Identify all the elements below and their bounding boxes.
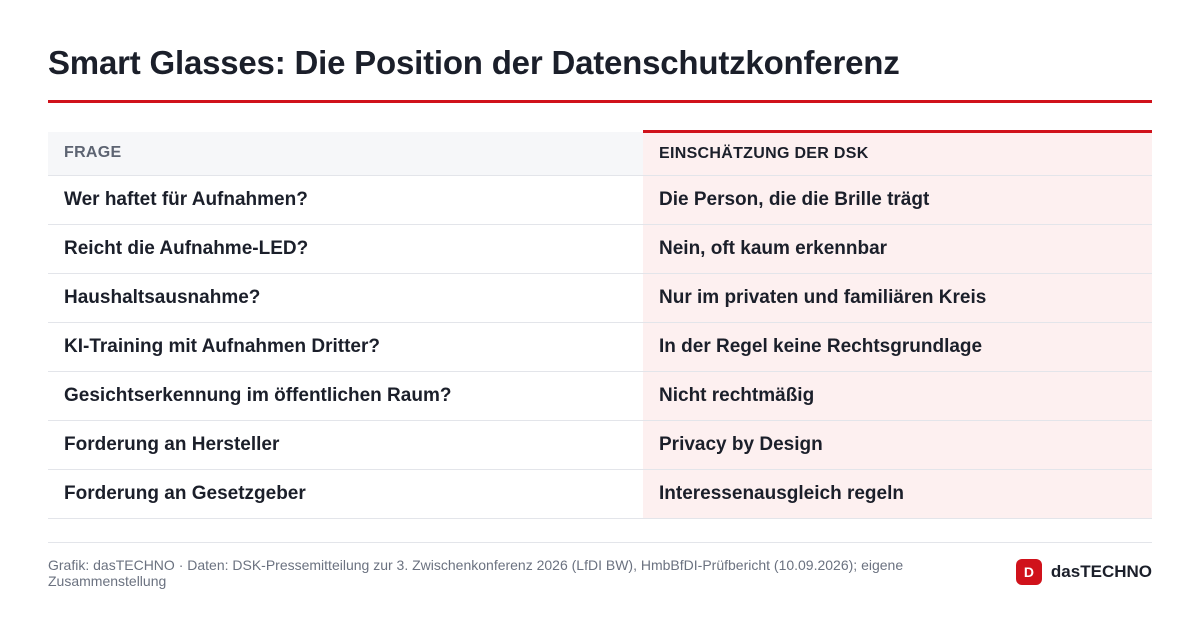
question-cell: KI-Training mit Aufnahmen Dritter?	[48, 322, 643, 372]
assessment-cell: Nein, oft kaum erkennbar	[643, 224, 1152, 274]
assessment-cell: Nicht rechtmäßig	[643, 371, 1152, 421]
table-row: Reicht die Aufnahme-LED? Nein, oft kaum …	[48, 224, 1152, 274]
question-cell: Forderung an Hersteller	[48, 420, 643, 470]
assessment-cell: Die Person, die die Brille trägt	[643, 175, 1152, 225]
footer-divider	[48, 542, 1152, 543]
assessment-cell: Nur im privaten und familiären Kreis	[643, 273, 1152, 323]
table-row: KI-Training mit Aufnahmen Dritter? In de…	[48, 322, 1152, 372]
question-cell: Wer haftet für Aufnahmen?	[48, 175, 643, 225]
question-cell: Gesichtserkennung im öffentlichen Raum?	[48, 371, 643, 421]
question-cell: Haushaltsausnahme?	[48, 273, 643, 323]
table-row: Forderung an Hersteller Privacy by Desig…	[48, 420, 1152, 470]
table-header-row: Frage Einschätzung der DSK	[48, 130, 1152, 176]
table-row: Haushaltsausnahme? Nur im privaten und f…	[48, 273, 1152, 323]
position-table: Frage Einschätzung der DSK Wer haftet fü…	[48, 130, 1152, 519]
column-header-dsk: Einschätzung der DSK	[643, 130, 1152, 176]
brand-logo: D dasTECHNO	[1015, 559, 1152, 585]
page-title: Smart Glasses: Die Position der Datensch…	[48, 44, 900, 81]
brand-badge-icon: D	[1015, 559, 1042, 585]
table-row: Gesichtserkennung im öffentlichen Raum? …	[48, 371, 1152, 421]
assessment-cell: Interessenausgleich regeln	[643, 469, 1152, 519]
title-divider	[48, 100, 1152, 103]
assessment-cell: Privacy by Design	[643, 420, 1152, 470]
table-row: Wer haftet für Aufnahmen? Die Person, di…	[48, 175, 1152, 225]
column-header-frage: Frage	[48, 131, 643, 176]
source-note: Grafik: dasTECHNO · Daten: DSK-Pressemit…	[48, 557, 904, 589]
table-row: Forderung an Gesetzgeber Interessenausgl…	[48, 469, 1152, 519]
question-cell: Forderung an Gesetzgeber	[48, 469, 643, 519]
question-cell: Reicht die Aufnahme-LED?	[48, 224, 643, 274]
brand-name: dasTECHNO	[1050, 562, 1152, 581]
assessment-cell: In der Regel keine Rechtsgrundlage	[643, 322, 1152, 372]
